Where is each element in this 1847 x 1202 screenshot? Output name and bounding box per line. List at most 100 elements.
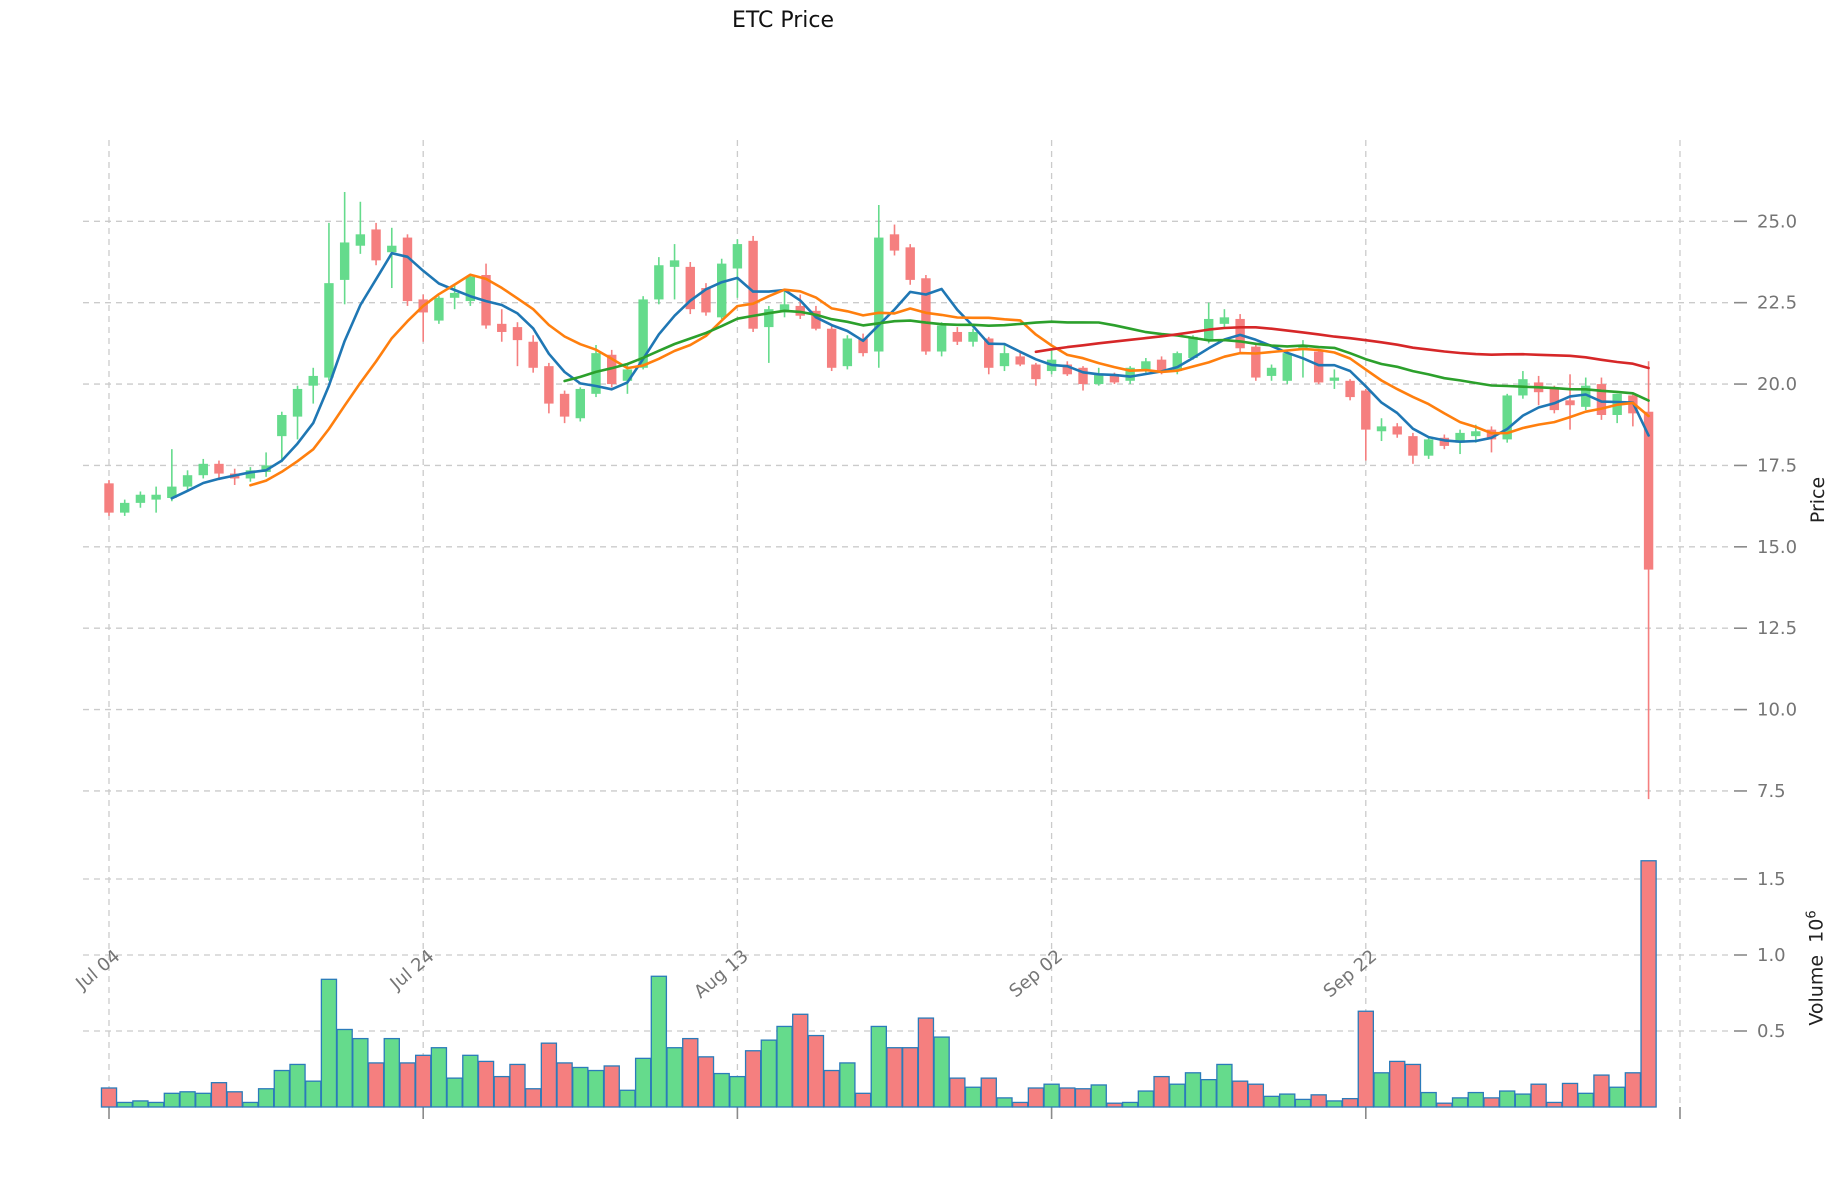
candle-body [858, 338, 868, 354]
candle-body [167, 486, 177, 498]
volume-bar [524, 1088, 542, 1108]
candle-body [591, 353, 601, 394]
candle-body [214, 463, 224, 474]
candle-body [308, 375, 318, 386]
candle-body [1266, 367, 1277, 376]
volume-bar [289, 1063, 306, 1108]
candle-body [952, 331, 963, 342]
volume-bar [1593, 1074, 1610, 1108]
candle-body [324, 283, 334, 378]
volume-bar [1561, 1082, 1579, 1108]
volume-bar [1153, 1075, 1170, 1108]
volume-bar [1624, 1072, 1642, 1108]
price-tick-label: 7.5 [1757, 781, 1786, 802]
volume-bar [1294, 1098, 1312, 1108]
candle-body [575, 388, 585, 419]
volume-tick-label: 0.5 [1757, 1021, 1786, 1042]
volume-bar [1279, 1093, 1296, 1108]
candle-body [669, 260, 680, 267]
candle-body [1251, 346, 1261, 378]
volume-bar [1483, 1097, 1500, 1108]
volume-bar [1608, 1086, 1626, 1108]
volume-tick-label: 1.0 [1757, 945, 1786, 966]
volume-bar [147, 1101, 165, 1108]
date-tick-label: Sep 02 [1005, 946, 1066, 1002]
candle-body [921, 278, 931, 352]
volume-bar [682, 1037, 699, 1108]
candle-body [984, 338, 994, 368]
candle-body [528, 341, 538, 368]
candle-body [1329, 377, 1340, 381]
volume-bar [886, 1047, 903, 1108]
candle-body [1031, 364, 1041, 380]
candle-body [826, 328, 837, 368]
volume-bar [587, 1069, 605, 1108]
volume-bar [132, 1100, 149, 1108]
candle-body [1188, 336, 1198, 359]
volume-bar [116, 1101, 133, 1108]
volume-bar [430, 1047, 448, 1108]
volume-bar [336, 1028, 353, 1108]
candle-body [292, 388, 303, 417]
volume-bar [713, 1072, 730, 1108]
ma60-line [1034, 325, 1650, 370]
candle-body [1643, 411, 1654, 570]
volume-bar [964, 1086, 982, 1108]
volume-bar [1546, 1101, 1563, 1108]
volume-bar [257, 1088, 275, 1108]
date-tick-label: Jul 04 [71, 946, 124, 995]
candle-body [968, 331, 978, 342]
volume-bar [619, 1089, 636, 1108]
candle-body [936, 325, 947, 352]
price-tick-label: 10.0 [1757, 700, 1797, 721]
candle-body [1094, 374, 1104, 385]
volume-bar [493, 1075, 510, 1108]
candle-body [1078, 367, 1088, 385]
volume-bar [1121, 1101, 1139, 1108]
candle-body [402, 237, 413, 302]
candle-body [182, 475, 193, 487]
candle-body [151, 494, 161, 500]
candle-body [999, 353, 1010, 367]
candle-body [497, 323, 507, 332]
volume-bar [1106, 1102, 1123, 1108]
ma5-line [170, 251, 1650, 500]
volume-bar [462, 1054, 479, 1108]
volume-bar [305, 1080, 322, 1108]
volume-bar [650, 975, 668, 1108]
candle-body [1345, 380, 1355, 398]
volume-bar [383, 1037, 400, 1108]
volume-bar [980, 1077, 997, 1108]
candle-body [434, 297, 444, 321]
volume-bar [603, 1065, 620, 1108]
candle-body [1471, 431, 1481, 437]
volume-bar [210, 1082, 228, 1108]
volume-bar [807, 1034, 825, 1108]
price-tick-label: 22.5 [1757, 293, 1797, 314]
candle-body [685, 266, 695, 310]
candle-body [104, 483, 114, 513]
candle-body [387, 245, 397, 253]
candle-body [1062, 364, 1073, 375]
volume-bar [666, 1047, 683, 1108]
volume-bar [1027, 1087, 1045, 1108]
candle-body [716, 263, 727, 318]
volume-bar [823, 1069, 840, 1108]
volume-bar [1498, 1090, 1516, 1108]
candle-body [1486, 429, 1497, 440]
volume-bar [1090, 1084, 1107, 1108]
candle-body [1172, 353, 1182, 372]
volume-bar [776, 1025, 793, 1108]
candle-body [465, 276, 476, 302]
volume-bar [854, 1092, 872, 1108]
volume-bar [1011, 1101, 1029, 1108]
price-axis-label: Price [1807, 476, 1829, 524]
volume-bar [320, 978, 338, 1108]
volume-bar [556, 1062, 573, 1108]
volume-bar [917, 1017, 935, 1108]
volume-bar [839, 1062, 856, 1108]
volume-bar [634, 1057, 652, 1108]
volume-bar [100, 1087, 118, 1108]
